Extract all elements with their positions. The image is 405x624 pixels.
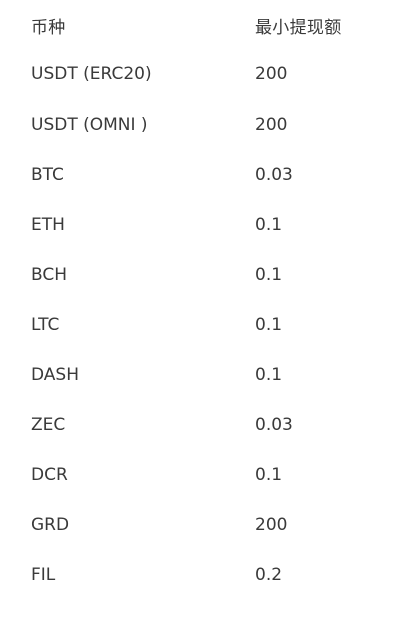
min-withdrawal-cell: 0.1 (255, 215, 283, 235)
coin-cell: USDT (OMNI ) (31, 115, 148, 135)
min-withdrawal-cell: 200 (255, 115, 288, 135)
coin-cell: DASH (31, 365, 79, 385)
min-withdrawal-cell: 200 (255, 515, 288, 535)
min-withdrawal-cell: 0.1 (255, 265, 283, 285)
table-row: BCH 0.1 (0, 250, 405, 300)
coin-cell: USDT (ERC20) (31, 64, 152, 84)
min-withdrawal-column-header: 最小提现额 (255, 17, 342, 38)
min-withdrawal-cell: 0.03 (255, 165, 293, 185)
coin-cell: BTC (31, 165, 64, 185)
min-withdrawal-cell: 0.1 (255, 365, 283, 385)
coin-cell: BCH (31, 265, 68, 285)
table-row: FIL 0.2 (0, 550, 405, 600)
table-header-row: 币种 最小提现额 (0, 0, 405, 48)
withdrawal-minimum-table: 币种 最小提现额 USDT (ERC20) 200 USDT (OMNI ) 2… (0, 0, 405, 600)
table-row: BTC 0.03 (0, 150, 405, 200)
coin-cell: FIL (31, 565, 56, 585)
min-withdrawal-cell: 0.03 (255, 415, 293, 435)
table-row: DCR 0.1 (0, 450, 405, 500)
min-withdrawal-cell: 0.1 (255, 315, 283, 335)
min-withdrawal-cell: 0.1 (255, 465, 283, 485)
table-row: USDT (ERC20) 200 (0, 48, 405, 100)
table-row: GRD 200 (0, 500, 405, 550)
table-row: DASH 0.1 (0, 350, 405, 400)
table-row: ZEC 0.03 (0, 400, 405, 450)
coin-cell: ZEC (31, 415, 66, 435)
coin-cell: LTC (31, 315, 60, 335)
coin-cell: ETH (31, 215, 65, 235)
coin-cell: GRD (31, 515, 70, 535)
min-withdrawal-cell: 0.2 (255, 565, 283, 585)
coin-cell: DCR (31, 465, 68, 485)
table-row: USDT (OMNI ) 200 (0, 100, 405, 150)
table-row: ETH 0.1 (0, 200, 405, 250)
table-row: LTC 0.1 (0, 300, 405, 350)
coin-column-header: 币种 (31, 17, 66, 38)
min-withdrawal-cell: 200 (255, 64, 288, 84)
